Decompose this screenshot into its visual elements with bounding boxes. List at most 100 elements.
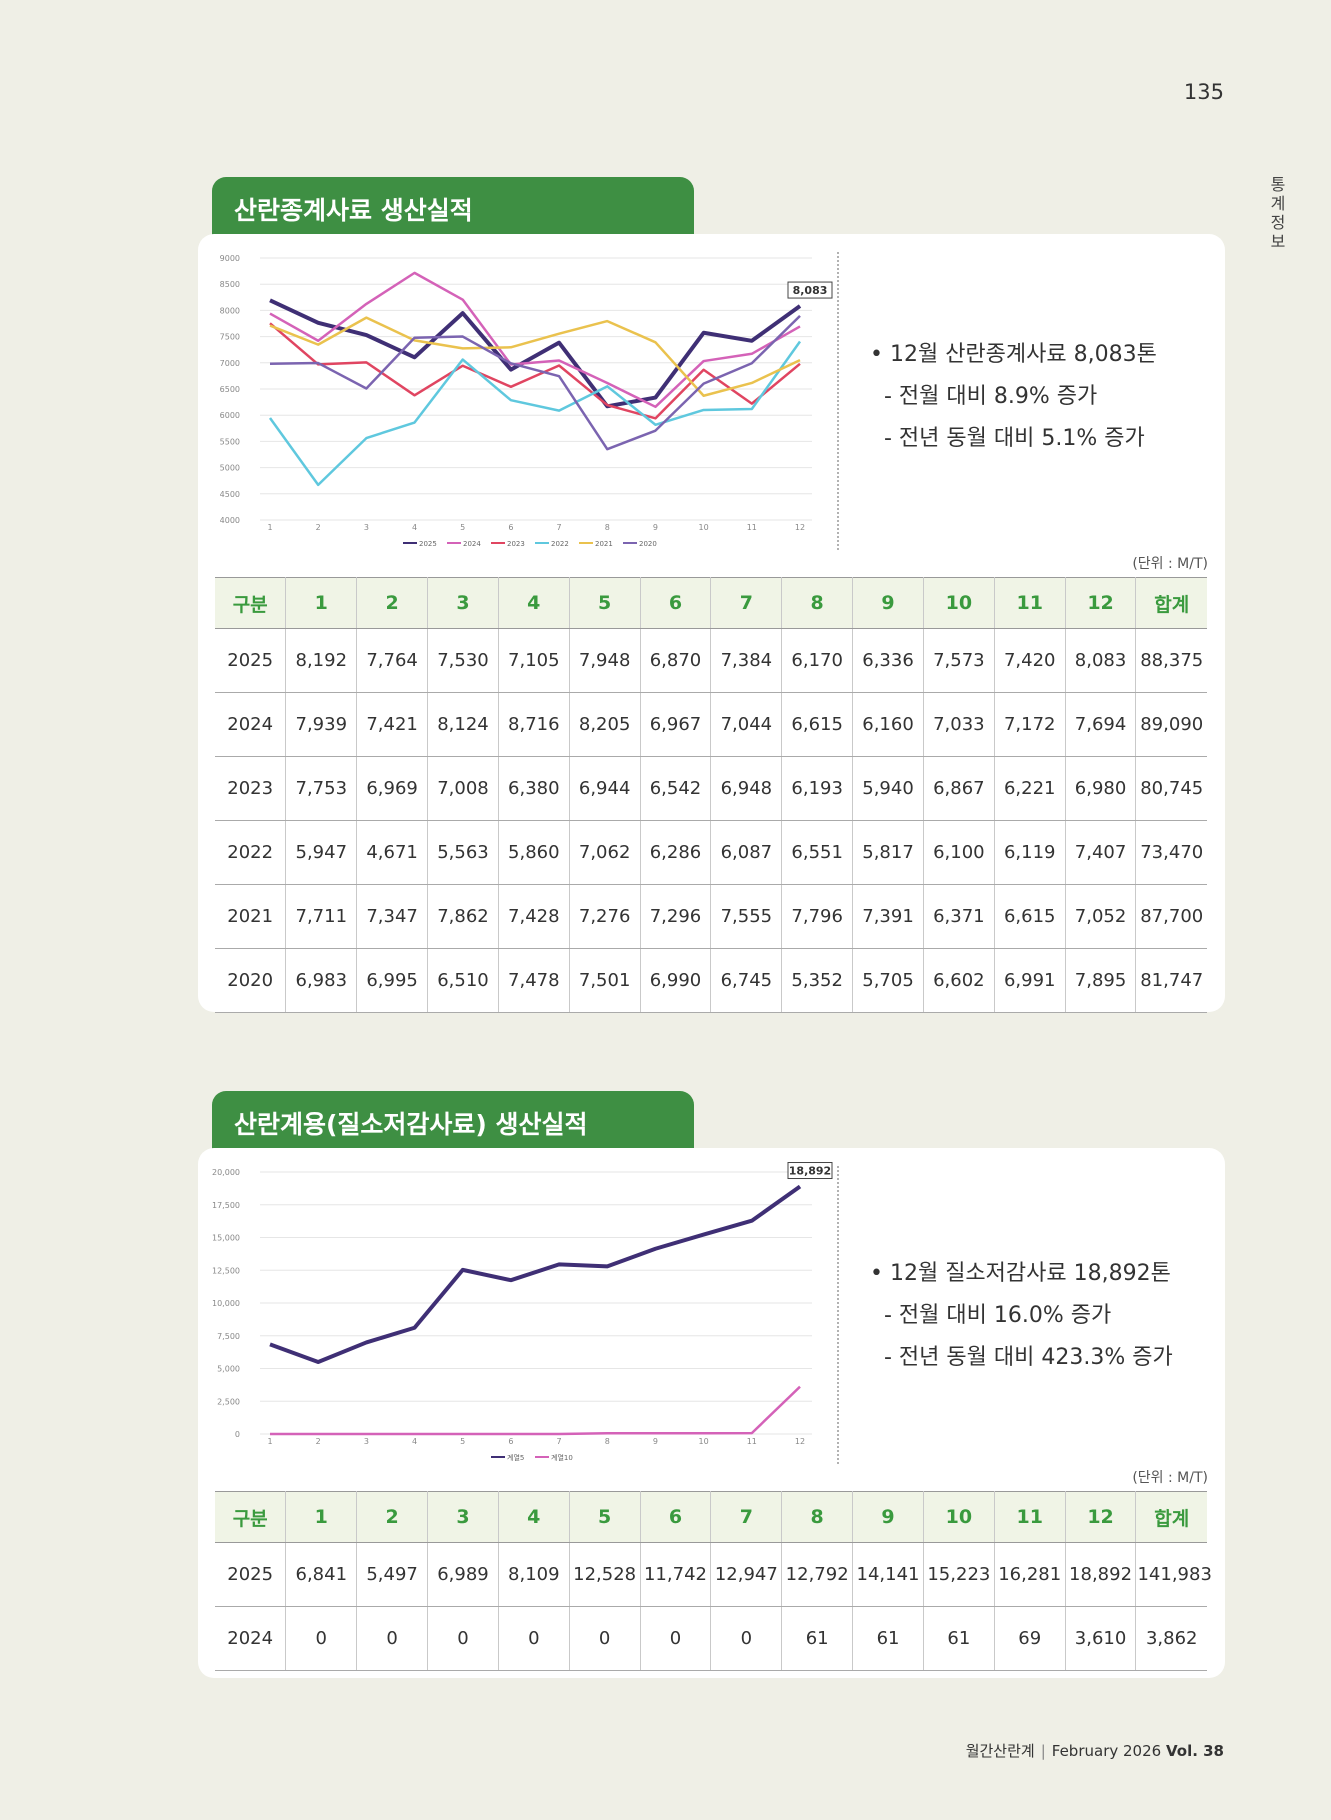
footer-vol: Vol. 38 — [1165, 1742, 1224, 1760]
table-cell: 6,221 — [994, 756, 1066, 821]
y-tick-label: 5,000 — [217, 1365, 240, 1374]
table-header-row: 구분 1 2 3 4 5 6 7 8 9 10 11 12 합계 — [215, 1491, 1207, 1543]
series-line-2024 — [269, 271, 801, 409]
table-cell: 7,105 — [498, 628, 570, 693]
table-cell: 6,967 — [640, 692, 712, 757]
column-header: 8 — [781, 577, 854, 629]
section-title-low-nitrogen-feed: 산란계용(질소저감사료) 생산실적 — [212, 1091, 694, 1149]
column-header: 1 — [285, 577, 358, 629]
table-cell: 7,862 — [427, 884, 499, 949]
table-cell: 8,192 — [285, 628, 358, 693]
column-header: 11 — [994, 577, 1066, 629]
table-cell: 3,862 — [1135, 1606, 1207, 1671]
table-cell: 6,510 — [427, 948, 499, 1013]
table-cell: 7,296 — [640, 884, 712, 949]
table-cell: 6,969 — [356, 756, 429, 821]
x-tick-label: 7 — [557, 523, 562, 532]
table-cell: 8,124 — [427, 692, 499, 757]
table-cell: 89,090 — [1135, 692, 1207, 757]
column-header: 3 — [427, 577, 499, 629]
x-tick-label: 3 — [364, 523, 369, 532]
x-tick-label: 2 — [316, 523, 321, 532]
table-cell: 5,940 — [852, 756, 924, 821]
column-header: 5 — [569, 1491, 641, 1543]
table-cell: 6,745 — [710, 948, 783, 1013]
y-tick-label: 6000 — [220, 411, 240, 420]
table-row: 2021 7,711 7,347 7,862 7,428 7,276 7,296 7,555 7… — [215, 884, 1207, 949]
table-cell: 6,542 — [640, 756, 712, 821]
series-line-계열10 — [270, 1385, 801, 1436]
table-cell: 6,119 — [994, 820, 1066, 885]
table-row: 2025 6,841 5,497 6,989 8,109 12,528 11,742 12,9… — [215, 1542, 1212, 1607]
summary-bullet: • 12월 질소저감사료 18,892톤 — [870, 1261, 1171, 1286]
footer-issue: February 2026 — [1051, 1742, 1162, 1760]
summary-line-yoy: - 전년 동월 대비 5.1% 증가 — [884, 426, 1145, 451]
table-cell: 5,563 — [427, 820, 499, 885]
row-year: 2020 — [215, 948, 287, 1013]
table-cell: 7,420 — [994, 628, 1066, 693]
table-cell: 6,371 — [923, 884, 995, 949]
table-cell: 14,141 — [852, 1542, 924, 1607]
row-year: 2023 — [215, 756, 287, 821]
table-cell: 5,947 — [285, 820, 358, 885]
x-tick-label: 1 — [267, 1437, 272, 1446]
column-header: 10 — [923, 1491, 995, 1543]
table-cell: 0 — [427, 1606, 499, 1671]
table-cell: 5,817 — [852, 820, 924, 885]
series-line-2021 — [269, 316, 801, 398]
callout-label: 8,083 — [793, 284, 828, 297]
x-tick-label: 2 — [316, 1437, 321, 1446]
table-cell: 7,711 — [285, 884, 358, 949]
callout-box — [787, 281, 833, 299]
table-cell: 7,428 — [498, 884, 570, 949]
table-cell: 6,380 — [498, 756, 570, 821]
y-tick-label: 20,000 — [212, 1168, 240, 1177]
row-year: 2024 — [215, 692, 287, 757]
breeder-feed-line-chart: 9000 8500 8000 7500 7000 6500 6000 5500 5000 4500… — [220, 252, 839, 552]
y-tick-label: 4500 — [220, 490, 240, 499]
table-cell: 61 — [781, 1606, 854, 1671]
table-cell: 7,276 — [569, 884, 641, 949]
section-card-low-nitrogen-feed: 20,000 17,500 15,000 12,500 10,000 7,500 5,000… — [198, 1148, 1225, 1678]
table-cell: 8,205 — [569, 692, 641, 757]
x-tick-label: 12 — [795, 1437, 805, 1446]
table-cell: 6,170 — [781, 628, 854, 693]
table-cell: 7,347 — [356, 884, 429, 949]
table-cell: 6,944 — [569, 756, 641, 821]
table-cell: 7,033 — [923, 692, 995, 757]
x-tick-label: 11 — [747, 1437, 757, 1446]
x-tick-label: 5 — [460, 1437, 465, 1446]
summary-breeder-feed: • 12월 산란종계사료 8,083톤 - 전월 대비 8.9% 증가 - 전년… — [870, 334, 1157, 460]
table-cell: 7,172 — [994, 692, 1066, 757]
table-row: 2024 7,939 7,421 8,124 8,716 8,205 6,967 7,044 6… — [215, 692, 1207, 757]
column-header: 12 — [1065, 1491, 1137, 1543]
table-cell: 5,497 — [356, 1542, 429, 1607]
table-row: 2022 5,947 4,671 5,563 5,860 7,062 6,286 6,087 6… — [215, 820, 1207, 885]
table-cell: 7,939 — [285, 692, 358, 757]
table-cell: 12,947 — [710, 1542, 783, 1607]
table-cell: 6,100 — [923, 820, 995, 885]
y-tick-label: 7500 — [220, 333, 240, 342]
y-tick-label: 4000 — [220, 516, 240, 525]
table-cell: 0 — [640, 1606, 712, 1671]
column-header: 구분 — [215, 577, 287, 629]
x-tick-label: 10 — [699, 1437, 709, 1446]
y-tick-label: 8500 — [220, 280, 240, 289]
table-cell: 6,841 — [285, 1542, 358, 1607]
table-cell: 6,615 — [994, 884, 1066, 949]
column-header: 12 — [1065, 577, 1137, 629]
table-cell: 6,870 — [640, 628, 712, 693]
series-line-2022 — [268, 340, 802, 487]
table-cell: 12,792 — [781, 1542, 854, 1607]
production-table-breeder-feed: 구분 1 2 3 4 5 6 7 8 9 10 11 12 합계 2025 8,192 7,764 7,530 7,… — [215, 577, 1207, 1013]
x-tick-label: 8 — [605, 1437, 610, 1446]
table-cell: 8,083 — [1065, 628, 1137, 693]
table-row: 2024 0 0 0 0 0 0 0 61 61 61 69 3,610 3,862 — [215, 1606, 1207, 1671]
column-header: 10 — [923, 577, 995, 629]
column-header: 11 — [994, 1491, 1066, 1543]
table-cell: 6,995 — [356, 948, 429, 1013]
table-cell: 0 — [285, 1606, 358, 1671]
table-cell: 0 — [498, 1606, 570, 1671]
y-tick-label: 6500 — [220, 385, 240, 394]
table-cell: 11,742 — [640, 1542, 712, 1607]
